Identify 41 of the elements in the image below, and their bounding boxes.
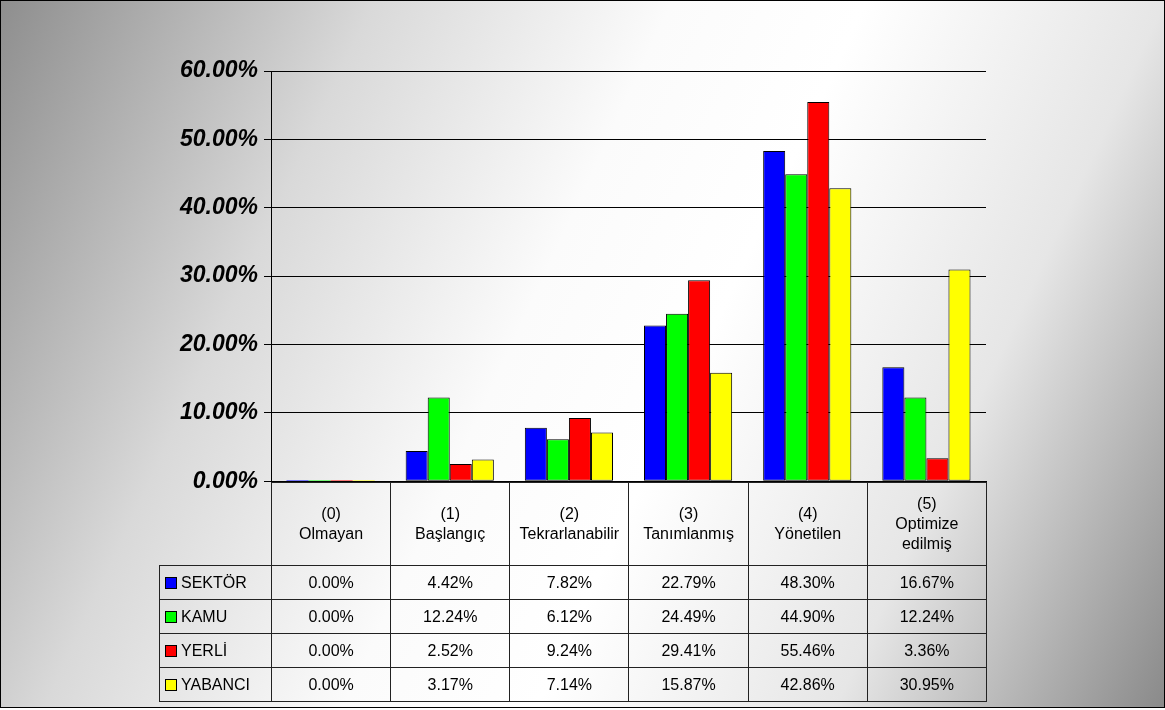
data-label: 55.46%: [748, 633, 868, 668]
legend-label: YABANCI: [159, 667, 272, 702]
data-label: 30.95%: [867, 667, 987, 702]
x-tick-label: (1) Başlangıç: [415, 505, 486, 543]
data-label: 29.41%: [628, 633, 749, 668]
x-tick-label: (2) Tekrarlanabilir: [519, 505, 620, 543]
data-label: 3.17%: [390, 667, 510, 702]
y-tick-label: 60.00%: [179, 56, 258, 83]
data-label: 0.00%: [271, 599, 391, 634]
data-label: 44.90%: [748, 599, 868, 634]
x-tick-label: (0) Olmayan: [299, 505, 364, 543]
data-label: 9.24%: [509, 633, 629, 668]
data-label: 4.42%: [390, 565, 510, 600]
x-tick-label: (3) Tanımlanmış: [643, 505, 734, 543]
data-label: 22.79%: [628, 565, 749, 600]
data-label: 0.00%: [271, 633, 391, 668]
data-label: 12.24%: [390, 599, 510, 634]
data-label: 48.30%: [748, 565, 868, 600]
legend-label: SEKTÖR: [159, 565, 272, 600]
y-tick-label: 0.00%: [192, 466, 258, 493]
data-label: 0.00%: [271, 565, 391, 600]
data-label: 3.36%: [867, 633, 987, 668]
data-label: 15.87%: [628, 667, 749, 702]
data-label: 16.67%: [867, 565, 987, 600]
y-tick-label: 10.00%: [179, 398, 258, 425]
y-tick-label: 30.00%: [179, 261, 258, 288]
data-label: 24.49%: [628, 599, 749, 634]
data-label: 12.24%: [867, 599, 987, 634]
y-tick-label: 50.00%: [179, 124, 258, 151]
y-tick-label: 20.00%: [178, 329, 258, 356]
data-label: 6.12%: [509, 599, 629, 634]
data-label: 2.52%: [390, 633, 510, 668]
data-label: 7.14%: [509, 667, 629, 702]
data-label: 7.82%: [509, 565, 629, 600]
y-tick-label: 40.00%: [178, 193, 258, 220]
data-label: 0.00%: [271, 667, 391, 702]
legend-label: YERLİ: [159, 633, 272, 668]
x-tick-label: (4) Yönetilen: [774, 505, 842, 543]
x-tick-label: (5) Optimize edilmiş: [895, 495, 959, 553]
legend-label: KAMU: [159, 599, 272, 634]
data-label: 42.86%: [748, 667, 868, 702]
